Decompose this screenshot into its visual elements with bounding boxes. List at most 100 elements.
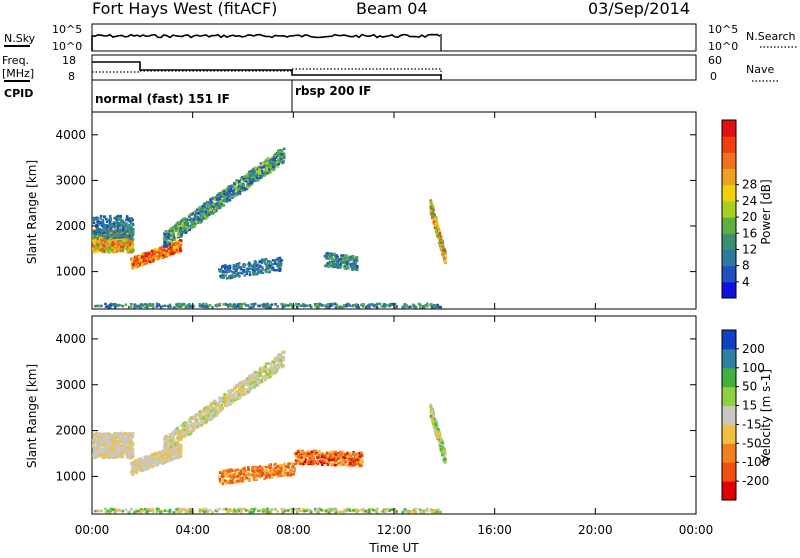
echo-cell	[253, 171, 256, 174]
echo-cell	[124, 230, 127, 233]
echo-cell	[93, 450, 96, 453]
echo-cell	[240, 184, 243, 187]
echo-cell	[266, 163, 269, 166]
echo-cell	[117, 222, 120, 225]
nsky-right-tick-top: 10^5	[708, 23, 738, 36]
echo-cell	[101, 438, 104, 441]
power-echoes	[92, 148, 447, 309]
echo-cell	[130, 436, 133, 439]
freq-right-tick-top: 60	[708, 54, 722, 67]
echo-cell	[158, 257, 161, 260]
echo-cell	[209, 198, 212, 201]
echo-cell	[231, 275, 234, 278]
echo-cell	[216, 304, 219, 307]
echo-cell	[140, 305, 143, 308]
echo-cell	[436, 232, 439, 235]
echo-cell	[432, 209, 435, 212]
echo-cell	[104, 236, 107, 239]
echo-cell	[132, 432, 135, 435]
echo-cell	[418, 303, 421, 306]
echo-cell	[122, 223, 125, 226]
echo-cell	[149, 303, 152, 306]
echo-cell	[259, 173, 262, 176]
echo-cell	[277, 165, 280, 168]
echo-cell	[133, 306, 136, 309]
echo-cell	[209, 304, 212, 307]
echo-cell	[249, 267, 252, 270]
echo-cell	[144, 306, 147, 309]
echo-cell	[93, 242, 96, 245]
echo-cell	[164, 241, 167, 244]
echo-cell	[438, 306, 441, 309]
echo-cell	[93, 447, 96, 450]
echo-cell	[101, 454, 104, 457]
echo-cell	[112, 304, 115, 307]
echo-cell	[102, 232, 105, 235]
echo-cell	[168, 233, 171, 236]
echo-cell	[190, 425, 193, 428]
echo-cell	[162, 305, 165, 308]
echo-cell	[246, 270, 249, 273]
echo-cell	[126, 455, 128, 458]
echo-cell	[283, 156, 286, 159]
echo-cell	[152, 259, 155, 262]
echo-cell	[109, 304, 112, 307]
echo-cell	[281, 259, 284, 262]
echo-cell	[444, 260, 447, 263]
echo-cell	[177, 242, 180, 245]
echo-cell	[228, 194, 231, 197]
echo-cell	[167, 241, 170, 244]
cpid-panel: CPID normal (fast) 151 IF rbsp 200 IF	[4, 80, 371, 112]
colorbar-tick-label: 4	[742, 275, 750, 289]
echo-cell	[223, 193, 226, 196]
echo-cell	[113, 443, 116, 446]
echo-cell	[125, 222, 128, 225]
echo-cell	[151, 254, 154, 257]
nsearch-label: N.Search	[746, 30, 796, 43]
echo-cell	[238, 275, 241, 278]
echo-cell	[356, 256, 359, 259]
velocity-echoes	[92, 351, 447, 514]
echo-cell	[131, 462, 134, 465]
echo-cell	[122, 305, 125, 308]
echo-cell	[280, 156, 283, 159]
echo-cell	[267, 157, 270, 160]
echo-cell	[228, 196, 231, 199]
echo-cell	[152, 465, 155, 468]
echo-cell	[110, 223, 113, 226]
echo-cell	[433, 305, 436, 308]
range-tick-label: 1000	[55, 265, 86, 279]
echo-cell	[116, 455, 119, 458]
echo-cell	[105, 450, 108, 453]
echo-cell	[122, 249, 125, 252]
echo-cell	[273, 154, 276, 157]
echo-cell	[130, 240, 133, 243]
echo-cell	[368, 304, 371, 307]
echo-cell	[224, 268, 227, 271]
echo-cell	[175, 229, 178, 232]
echo-cell	[112, 241, 115, 244]
echo-cell	[131, 227, 134, 230]
echo-cell	[242, 269, 245, 272]
echo-cell	[228, 186, 231, 189]
echo-cell	[320, 304, 323, 307]
echo-cell	[262, 268, 265, 271]
echo-cell	[120, 217, 123, 220]
echo-cell	[130, 237, 133, 240]
colorbar-tick-label: 20	[742, 210, 757, 224]
echo-cell	[178, 303, 181, 306]
echo-cell	[161, 459, 164, 462]
echo-cell	[107, 230, 110, 233]
echo-cell	[200, 216, 203, 219]
echo-cell	[177, 221, 180, 224]
colorbar-swatch	[722, 233, 736, 250]
echo-cell	[218, 205, 221, 208]
echo-cell	[229, 267, 232, 270]
echo-cell	[227, 306, 230, 309]
echo-cell	[125, 246, 128, 249]
echo-cell	[130, 445, 133, 448]
echo-cell	[330, 263, 333, 266]
echo-cell	[117, 215, 120, 218]
echo-cell	[110, 453, 113, 456]
